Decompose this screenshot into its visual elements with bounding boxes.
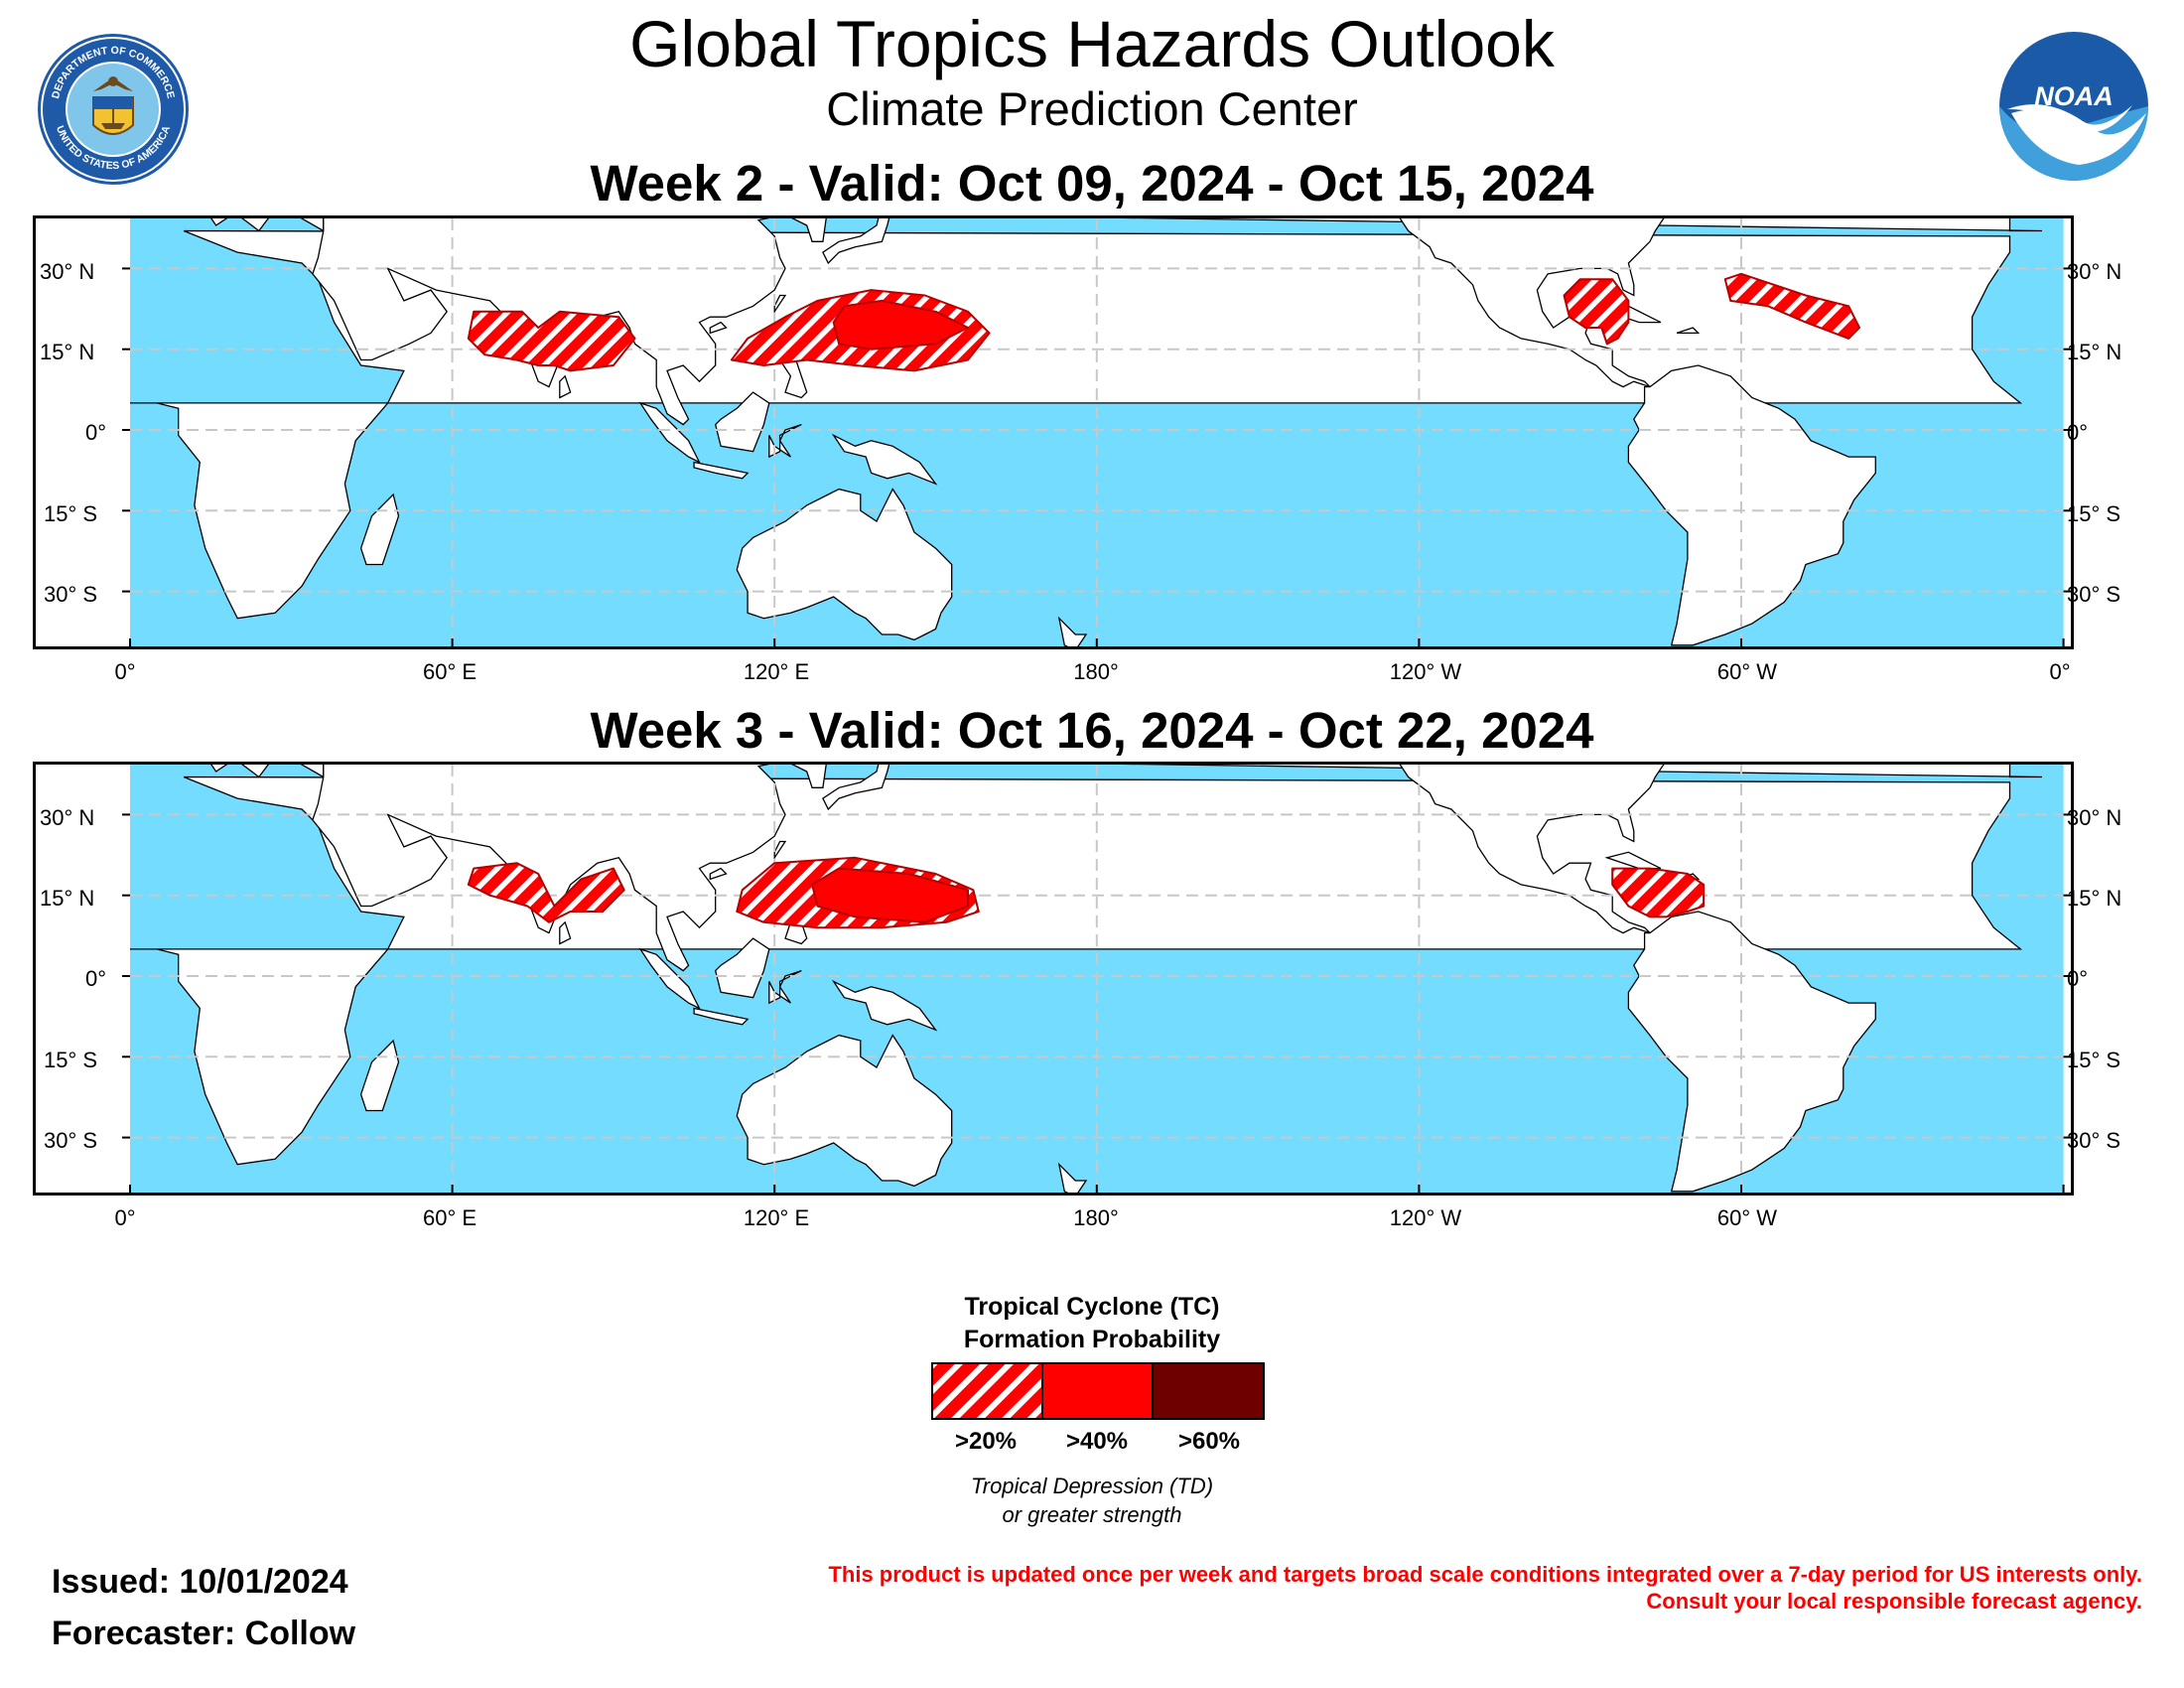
week3-lat-label-right: 30° N bbox=[2067, 805, 2122, 830]
week2-lat-label-right: 0° bbox=[2067, 420, 2089, 445]
week2-lat-label-right: 15° S bbox=[2067, 501, 2121, 526]
hazard-caribbean bbox=[1611, 867, 1706, 918]
madagascar-land bbox=[359, 1039, 400, 1112]
legend-title-line2: Formation Probability bbox=[963, 1326, 1221, 1353]
hazard-gulf-caribbean bbox=[1563, 278, 1630, 346]
sulawesi-land bbox=[768, 969, 802, 1005]
week3-lon-label: 120° E bbox=[743, 1205, 810, 1230]
week2-lon-label: 60° W bbox=[1716, 659, 1778, 684]
week3-lat-label-left: 15° S bbox=[44, 1048, 98, 1072]
hazard-west-pacific-core bbox=[811, 867, 969, 923]
week3-map-panel bbox=[33, 762, 2074, 1196]
borneo-land bbox=[714, 937, 770, 999]
legend-note-line2: or greater strength bbox=[1002, 1502, 1182, 1527]
week2-lon-label: 120° E bbox=[743, 659, 810, 684]
hazard-central-atlantic bbox=[1723, 272, 1860, 340]
hazard-arabian-bay-of-bengal bbox=[467, 862, 625, 923]
java-land bbox=[693, 461, 750, 480]
srilanka-land bbox=[559, 374, 572, 399]
cuba-land bbox=[1604, 851, 1662, 870]
disclaimer-line2: Consult your local responsible forecast … bbox=[1646, 1589, 2142, 1614]
week2-lat-label-left: 30° S bbox=[44, 582, 98, 607]
week2-lat-label-right: 30° S bbox=[2067, 582, 2121, 607]
borneo-land bbox=[714, 391, 770, 453]
week3-lat-label-right: 30° S bbox=[2067, 1128, 2121, 1153]
legend-title: Tropical Cyclone (TC) Formation Probabil… bbox=[834, 1291, 1350, 1356]
southamerica-land bbox=[1627, 911, 1876, 1193]
hainan-land bbox=[709, 321, 728, 335]
sumatra-land bbox=[638, 401, 701, 464]
week3-lat-label-left: 0° bbox=[85, 966, 107, 991]
legend-note: Tropical Depression (TD) or greater stre… bbox=[834, 1472, 1350, 1529]
week2-lon-label: 0° bbox=[114, 659, 136, 684]
week2-lat-label-left: 15° S bbox=[44, 501, 98, 526]
hainan-land bbox=[709, 867, 728, 881]
week2-map bbox=[122, 218, 2071, 646]
japan-land bbox=[822, 218, 890, 265]
week3-lat-label-left: 15° N bbox=[40, 886, 95, 911]
australia-land bbox=[736, 488, 953, 641]
newguinea-land bbox=[831, 433, 938, 486]
week3-lat-label-right: 0° bbox=[2067, 966, 2089, 991]
australia-land bbox=[736, 1034, 953, 1188]
commerce-seal-icon: DEPARTMENT OF COMMERCE UNITED STATES OF … bbox=[36, 32, 191, 187]
legend-label-60: >60% bbox=[1177, 1428, 1241, 1455]
week3-lon-label: 60° E bbox=[422, 1205, 478, 1230]
week2-lat-label-right: 30° N bbox=[2067, 259, 2122, 284]
legend-swatch-60 bbox=[1152, 1362, 1265, 1420]
week2-lon-label: 180° bbox=[1073, 659, 1119, 684]
disclaimer: This product is updated once per week an… bbox=[828, 1561, 2142, 1615]
japan-land bbox=[822, 765, 890, 811]
forecaster-name: Forecaster: Collow bbox=[52, 1615, 356, 1652]
hispaniola-land bbox=[1676, 327, 1701, 335]
legend-swatch-20 bbox=[931, 1362, 1043, 1420]
newzealand-land bbox=[1057, 1162, 1088, 1193]
legend-note-line1: Tropical Depression (TD) bbox=[970, 1474, 1214, 1498]
legend-swatch-40 bbox=[1041, 1362, 1154, 1420]
newzealand-land bbox=[1057, 616, 1088, 646]
hazard-west-pacific-core bbox=[832, 299, 969, 351]
legend-title-line1: Tropical Cyclone (TC) bbox=[964, 1293, 1220, 1321]
sumatra-land bbox=[638, 947, 701, 1010]
srilanka-land bbox=[559, 920, 572, 945]
week2-lon-label: 60° E bbox=[422, 659, 478, 684]
legend-swatches bbox=[931, 1362, 1265, 1420]
southamerica-land bbox=[1627, 364, 1876, 646]
week3-lon-label: 0° bbox=[114, 1205, 136, 1230]
week3-lon-label: 60° W bbox=[1716, 1205, 1778, 1230]
madagascar-land bbox=[359, 492, 400, 566]
week3-lat-label-left: 30° S bbox=[44, 1128, 98, 1153]
noaa-logo-text: NOAA bbox=[2034, 81, 2114, 111]
legend-label-40: >40% bbox=[1065, 1428, 1129, 1455]
noaa-logo-icon: NOAA bbox=[1997, 30, 2150, 183]
week2-lon-label: 120° W bbox=[1389, 659, 1462, 684]
week2-title: Week 2 - Valid: Oct 09, 2024 - Oct 15, 2… bbox=[590, 155, 1594, 211]
week3-lat-label-right: 15° N bbox=[2067, 886, 2122, 911]
page-subtitle: Climate Prediction Center bbox=[826, 82, 1358, 135]
week3-lat-label-left: 30° N bbox=[40, 805, 95, 830]
hazard-arabian-bay-of-bengal bbox=[467, 310, 636, 372]
week3-title: Week 3 - Valid: Oct 16, 2024 - Oct 22, 2… bbox=[590, 702, 1594, 759]
asia-land bbox=[312, 765, 827, 972]
week2-lon-label: 0° bbox=[2049, 659, 2071, 684]
taiwan-land bbox=[773, 294, 787, 314]
week2-lat-label-left: 0° bbox=[85, 420, 107, 445]
issued-date: Issued: 10/01/2024 bbox=[52, 1563, 348, 1601]
taiwan-land bbox=[773, 840, 787, 860]
legend-label-20: >20% bbox=[954, 1428, 1018, 1455]
week2-lat-label-left: 30° N bbox=[40, 259, 95, 284]
week3-lon-label: 180° bbox=[1073, 1205, 1119, 1230]
week3-lat-label-right: 15° S bbox=[2067, 1048, 2121, 1072]
week3-lon-label: 120° W bbox=[1389, 1205, 1462, 1230]
disclaimer-line1: This product is updated once per week an… bbox=[828, 1562, 2142, 1587]
week2-map-panel bbox=[33, 215, 2074, 649]
java-land bbox=[693, 1007, 750, 1026]
newguinea-land bbox=[831, 979, 938, 1032]
page-title: Global Tropics Hazards Outlook bbox=[629, 7, 1555, 80]
week2-lat-label-right: 15° N bbox=[2067, 340, 2122, 364]
week3-map bbox=[122, 765, 2071, 1193]
week2-lat-label-left: 15° N bbox=[40, 340, 95, 364]
sulawesi-land bbox=[768, 423, 802, 459]
